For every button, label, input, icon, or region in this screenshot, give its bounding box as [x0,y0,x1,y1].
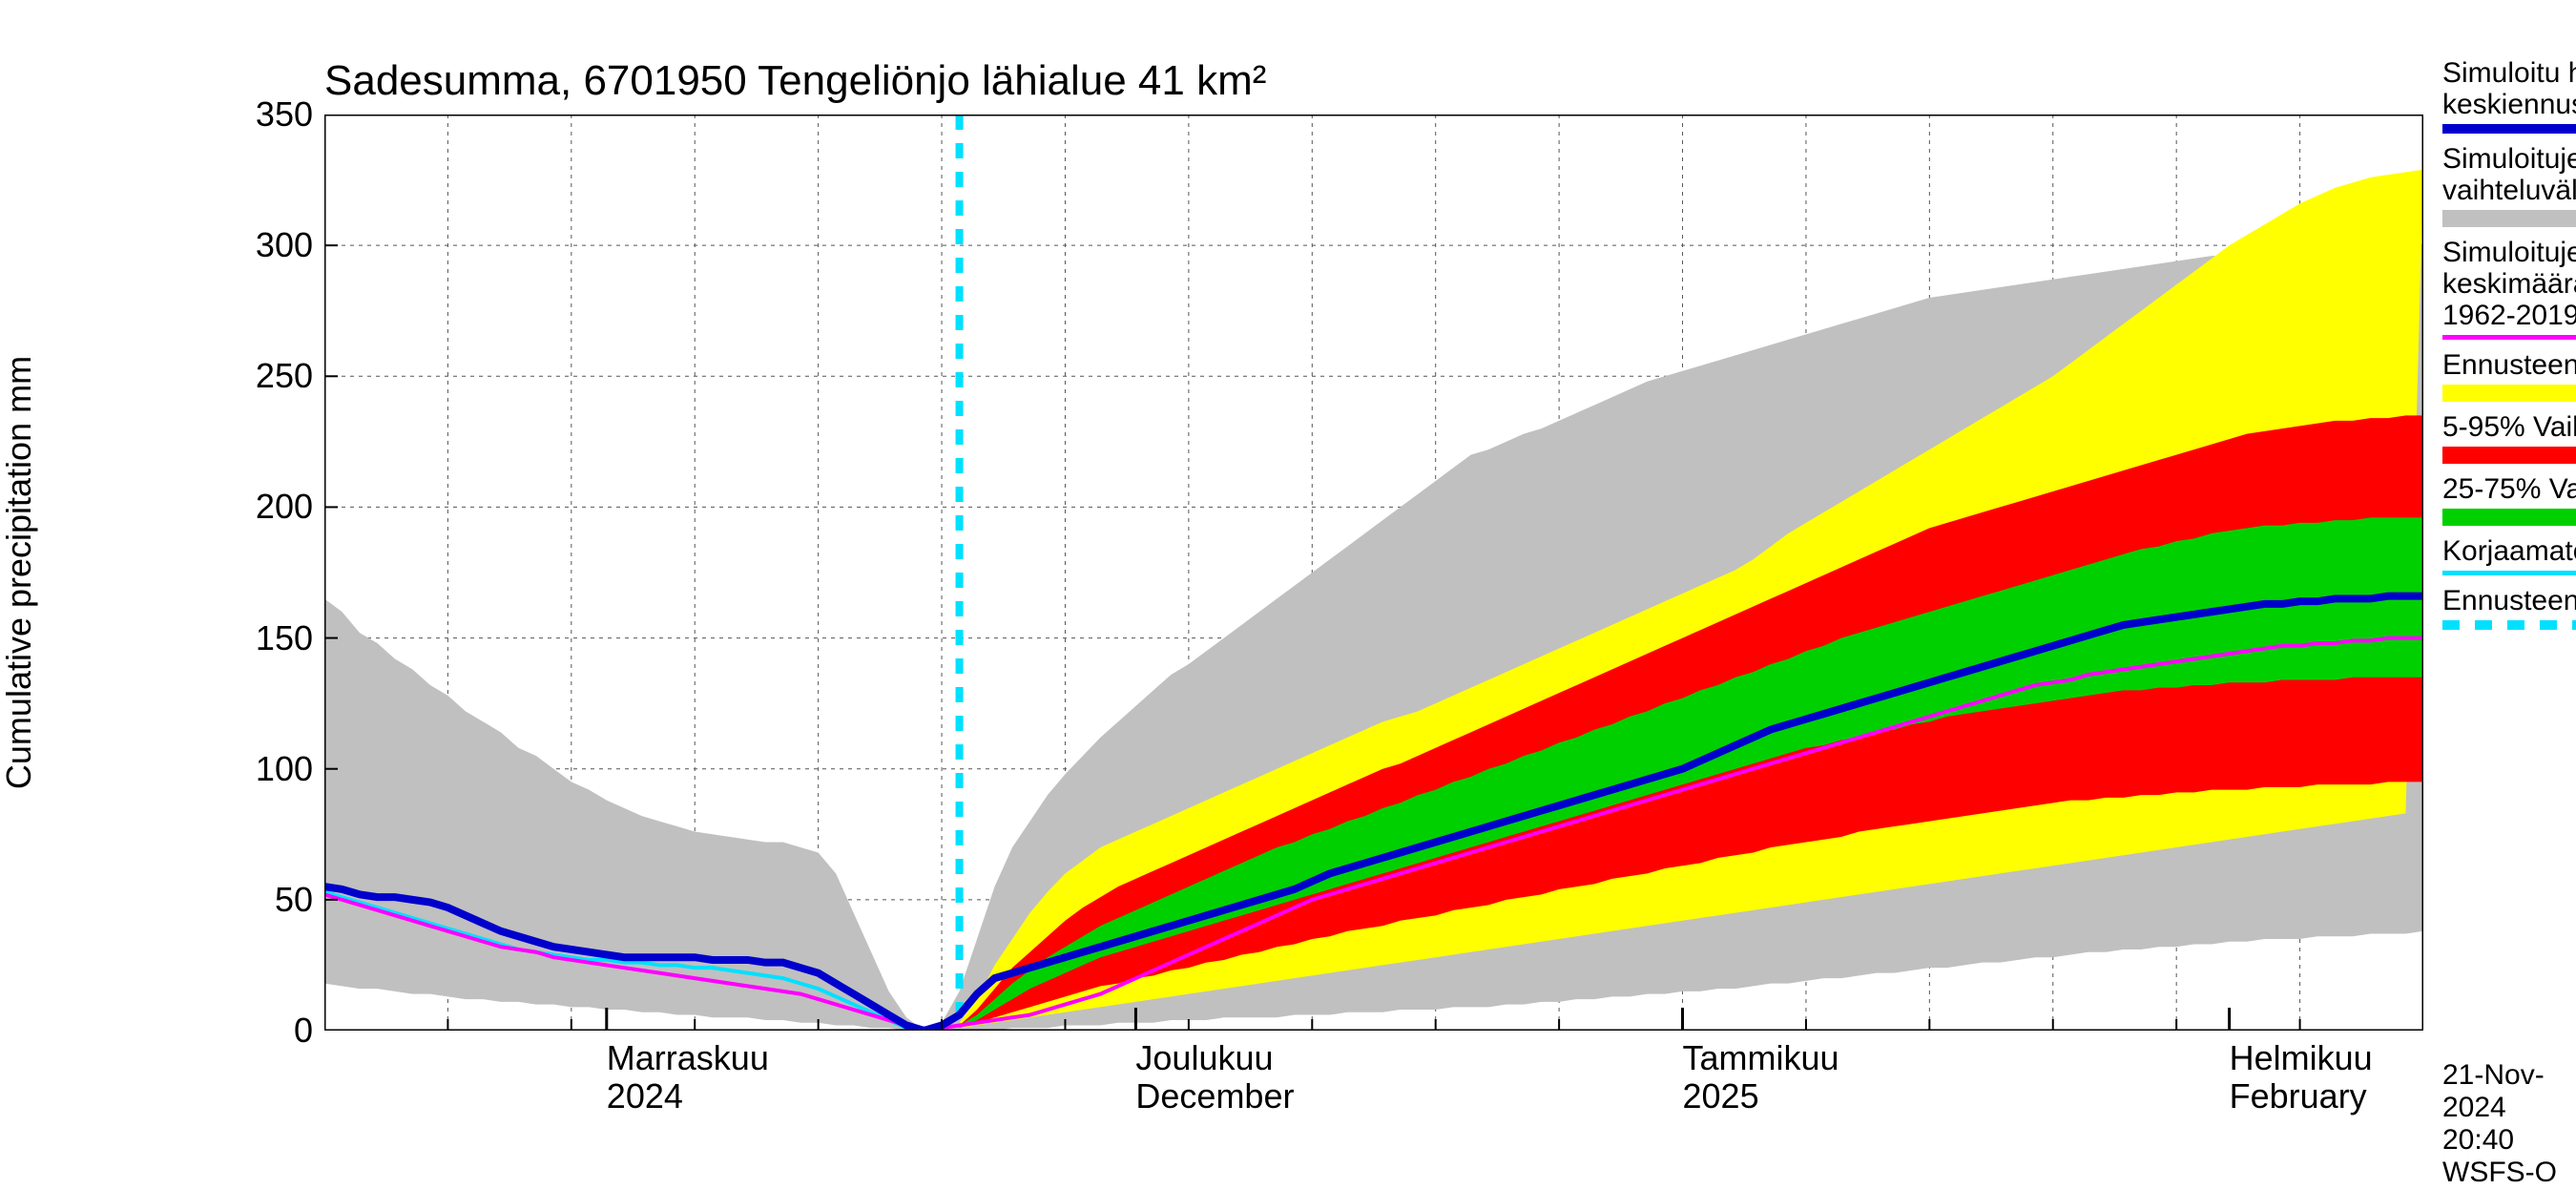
y-tick: 50 [275,880,313,920]
legend-swatch [2442,509,2576,526]
legend-entry: Simuloitujen arvojenkeskimääräinen arvo … [2442,237,2576,340]
legend-label: vaihteluväli 1962-2019 [2442,175,2576,206]
legend-label: 5-95% Vaihteluväli [2442,411,2576,443]
chart-container: Cumulative precipitation mm Sadesumma, 6… [0,0,2576,1145]
legend-label: 1962-2019 [2442,300,2576,331]
y-tick: 150 [256,618,313,658]
legend-swatch [2442,571,2576,575]
legend-swatch [2442,447,2576,464]
legend-entry: Simuloitu historia jakeskiennuste [2442,57,2576,134]
legend-label: Simuloitujen arvojen [2442,143,2576,175]
y-axis-label: Cumulative precipitation mm [0,356,39,789]
x-tick-line1: Helmikuu [2230,1038,2373,1078]
y-tick: 250 [256,356,313,396]
x-tick-line1: Tammikuu [1683,1038,1839,1078]
x-tick-line1: Marraskuu [607,1038,769,1078]
x-tick-line2: February [2230,1076,2367,1116]
legend-entry: Korjaamaton [2442,535,2576,575]
legend-label: keskimääräinen arvo [2442,268,2576,300]
legend-label: Korjaamaton [2442,535,2576,567]
legend-entry: 5-95% Vaihteluväli [2442,411,2576,464]
x-tick-line2: 2024 [607,1076,683,1116]
y-tick: 0 [294,1011,313,1051]
legend-label: keskiennuste [2442,89,2576,120]
legend-swatch [2442,210,2576,227]
legend: Simuloitu historia jakeskiennusteSimuloi… [2442,57,2576,639]
y-tick: 300 [256,225,313,265]
plot-area [324,115,2423,1031]
legend-label: 25-75% Vaihteluväli [2442,473,2576,505]
legend-label: Simuloitu historia ja [2442,57,2576,89]
legend-entry: Ennusteen vaihteluväli [2442,349,2576,402]
y-tick: 200 [256,487,313,527]
legend-label: Ennusteen vaihteluväli [2442,349,2576,381]
legend-swatch [2442,335,2576,340]
legend-label: Ennusteen alku [2442,585,2576,616]
footer-timestamp: 21-Nov-2024 20:40 WSFS-O [2442,1059,2576,1189]
legend-entry: Ennusteen alku [2442,585,2576,630]
legend-swatch [2442,620,2576,630]
x-tick-line2: December [1135,1076,1294,1116]
legend-swatch [2442,385,2576,402]
legend-entry: 25-75% Vaihteluväli [2442,473,2576,526]
legend-entry: Simuloitujen arvojenvaihteluväli 1962-20… [2442,143,2576,227]
x-tick-line1: Joulukuu [1135,1038,1273,1078]
legend-swatch [2442,124,2576,134]
chart-title: Sadesumma, 6701950 Tengeliönjo lähialue … [324,57,1266,105]
y-tick: 350 [256,94,313,135]
y-tick: 100 [256,749,313,789]
x-tick-line2: 2025 [1683,1076,1759,1116]
legend-label: Simuloitujen arvojen [2442,237,2576,268]
